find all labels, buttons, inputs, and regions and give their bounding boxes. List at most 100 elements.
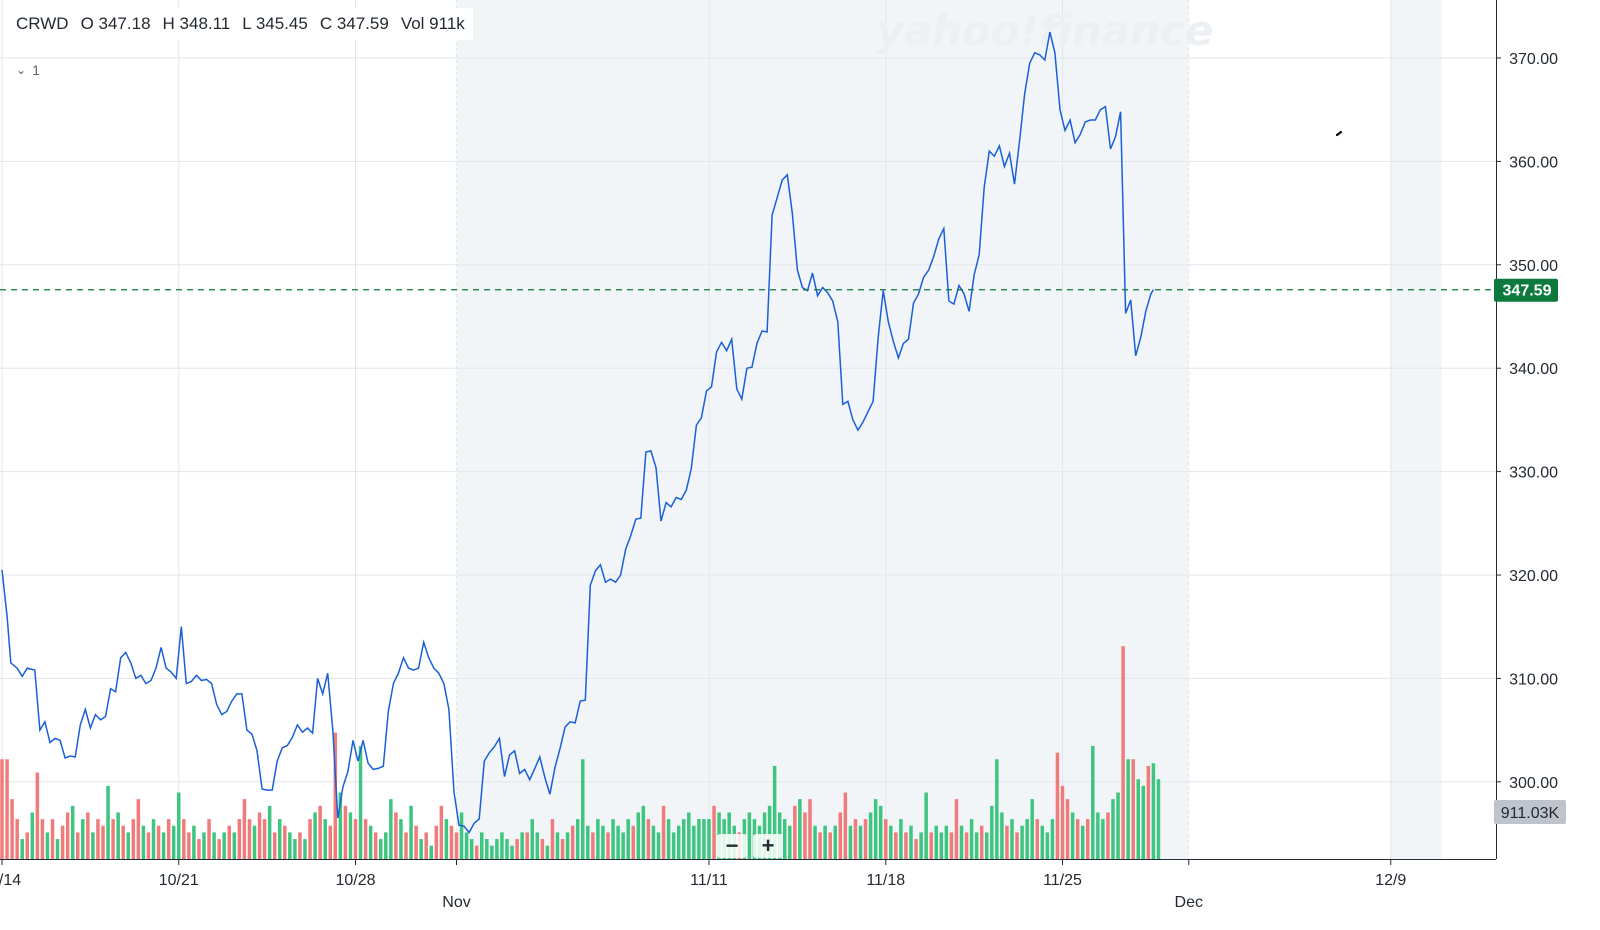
volume-bar xyxy=(626,819,630,859)
volume-bar xyxy=(1060,785,1065,859)
x-tick-label: Nov xyxy=(442,894,470,911)
volume-bar xyxy=(702,819,706,859)
volume-bar xyxy=(60,825,65,859)
volume-bar xyxy=(192,825,196,859)
volume-bar xyxy=(0,759,4,859)
volume-bar xyxy=(1121,646,1125,859)
volume-bar xyxy=(772,765,777,859)
volume-bar xyxy=(656,832,661,859)
volume-bar xyxy=(353,819,358,859)
volume-bar xyxy=(985,832,989,859)
volume-bar xyxy=(712,805,716,859)
volume-bar xyxy=(853,819,858,859)
volume-bar xyxy=(974,832,979,859)
volume-bar xyxy=(121,825,125,859)
cursor-pointer-icon xyxy=(1335,130,1343,137)
volume-bar xyxy=(156,825,161,859)
x-tick-label: 10/28 xyxy=(335,872,375,889)
volume-bar xyxy=(1096,812,1100,859)
volume-bar xyxy=(1136,779,1140,859)
volume-bar xyxy=(919,832,923,859)
studies-toggle[interactable]: ⌄ 1 xyxy=(16,62,40,78)
y-tick-label: 310.00 xyxy=(1509,671,1558,688)
volume-bar xyxy=(35,772,40,859)
x-tick-label: 12/9 xyxy=(1375,872,1406,889)
volume-bar xyxy=(525,832,529,859)
volume-bar xyxy=(308,819,312,859)
x-tick-label: 11/25 xyxy=(1043,872,1082,889)
volume-bar xyxy=(995,759,999,859)
volume-bar xyxy=(570,825,575,859)
volume-bar xyxy=(863,819,868,859)
volume-bar xyxy=(328,825,332,859)
volume-bar xyxy=(858,825,863,859)
volume-bar xyxy=(429,845,433,859)
zoom-controls: − + xyxy=(717,833,783,858)
volume-bar xyxy=(1131,759,1135,859)
volume-bar xyxy=(944,825,949,859)
volume-bar xyxy=(889,825,893,859)
volume-bar xyxy=(86,812,90,859)
volume-bar xyxy=(621,832,625,859)
open-value: O 347.18 xyxy=(80,14,151,33)
volume-bar xyxy=(1126,759,1130,859)
volume-bar xyxy=(651,825,656,859)
volume-bar xyxy=(530,819,534,859)
volume-bar xyxy=(596,819,600,859)
volume-bar xyxy=(1070,812,1075,859)
zoom-in-button[interactable]: + xyxy=(753,833,783,858)
volume-bar xyxy=(424,832,428,859)
volume-bar xyxy=(1111,799,1115,859)
zoom-out-button[interactable]: − xyxy=(717,833,747,858)
volume-bar xyxy=(1000,812,1004,859)
x-tick-label: 10/21 xyxy=(159,872,199,889)
volume-bar xyxy=(394,812,398,859)
volume-bar xyxy=(813,825,817,859)
volume-bar xyxy=(671,832,676,859)
volume-bar xyxy=(560,839,565,859)
volume-bar xyxy=(954,799,959,859)
volume-bar xyxy=(76,832,80,859)
volume-bar xyxy=(884,819,888,859)
volume-bar xyxy=(540,839,545,859)
volume-bar xyxy=(1080,825,1085,859)
volume-bar xyxy=(1030,799,1034,859)
chevron-down-icon: ⌄ xyxy=(16,63,27,77)
volume-bar xyxy=(5,759,9,859)
volume-bar xyxy=(838,812,843,859)
volume-bar xyxy=(490,845,494,859)
volume-bar xyxy=(697,819,701,859)
volume-bar xyxy=(323,819,327,859)
volume-bar xyxy=(151,819,156,859)
volume-bar xyxy=(252,825,257,859)
y-tick-label: 360.00 xyxy=(1509,154,1558,171)
volume-bar xyxy=(848,825,853,859)
volume-bar xyxy=(767,805,772,859)
volume-bar xyxy=(131,819,136,859)
volume-bar xyxy=(611,819,615,859)
volume-bar xyxy=(979,825,984,859)
volume-bar xyxy=(1086,819,1090,859)
volume-bar xyxy=(631,825,635,859)
high-value: H 348.11 xyxy=(162,14,231,33)
volume-flag: 911.03K xyxy=(1494,800,1566,824)
y-tick-label: 300.00 xyxy=(1509,775,1558,792)
ohlc-legend: CRWD O 347.18 H 348.11 L 345.45 C 347.59… xyxy=(8,8,473,40)
volume-bar xyxy=(399,819,403,859)
y-tick-label: 330.00 xyxy=(1509,465,1558,482)
volume-bar xyxy=(1106,812,1110,859)
volume-bar xyxy=(1146,765,1151,859)
volume-bar xyxy=(404,832,408,859)
volume-bar xyxy=(25,832,29,859)
volume-bar xyxy=(247,819,252,859)
last-price-label: 347.59 xyxy=(1503,283,1552,300)
volume-bar xyxy=(111,819,115,859)
volume-bar xyxy=(924,792,928,859)
volume-bar xyxy=(949,832,954,859)
volume-bar xyxy=(843,792,848,859)
x-tick-label: Dec xyxy=(1175,894,1203,911)
volume-bar xyxy=(116,812,120,859)
x-tick-label: 11/18 xyxy=(866,872,905,889)
volume-bar xyxy=(55,839,60,859)
